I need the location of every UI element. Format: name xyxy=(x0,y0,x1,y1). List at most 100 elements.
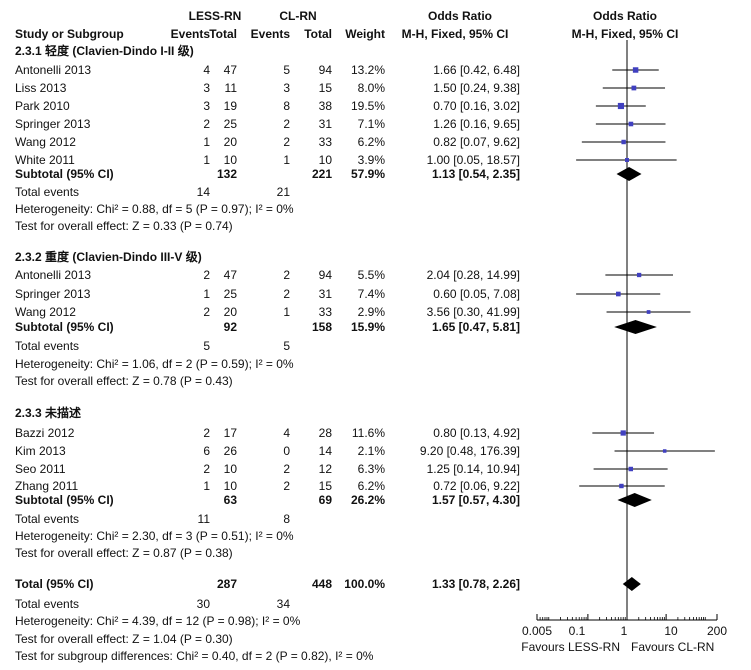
total-events2: 21 xyxy=(276,185,290,199)
events2-cell: 2 xyxy=(283,268,290,282)
weight-cell: 13.2% xyxy=(350,63,385,77)
total2-cell: 10 xyxy=(318,153,332,167)
subtotal-label: Subtotal (95% CI) xyxy=(15,167,114,181)
subtotal-weight: 15.9% xyxy=(350,320,385,334)
total-label: Total (95% CI) xyxy=(15,577,94,591)
weight-cell: 19.5% xyxy=(350,99,385,113)
total-events2: 34 xyxy=(276,597,290,611)
weight-column-header: Weight xyxy=(345,27,385,41)
weight-cell: 7.1% xyxy=(357,117,385,131)
study-name: Springer 2013 xyxy=(15,117,91,131)
overall-effect-text: Test for overall effect: Z = 1.04 (P = 0… xyxy=(15,632,233,646)
study-name: Bazzi 2012 xyxy=(15,426,75,440)
study-point xyxy=(615,291,621,297)
subtotal-label: Subtotal (95% CI) xyxy=(15,493,114,507)
subgroup-title: 2.3.2 重度 (Clavien-Dindo III-V 级) xyxy=(15,250,202,264)
total-events1: 30 xyxy=(196,597,210,611)
total-events1: 5 xyxy=(203,339,210,353)
study-point xyxy=(628,466,634,472)
events2-column-header: Events xyxy=(250,27,290,41)
total1-column-header: Total xyxy=(209,27,237,41)
events1-cell: 2 xyxy=(203,305,210,319)
pooled-diamond xyxy=(616,167,642,181)
weight-cell: 7.4% xyxy=(357,287,385,301)
overall-effect-text: Test for overall effect: Z = 0.33 (P = 0… xyxy=(15,219,233,233)
subtotal-label: Subtotal (95% CI) xyxy=(15,320,114,334)
axis-tick-label: 200 xyxy=(706,624,728,638)
total2-cell: 12 xyxy=(318,462,332,476)
weight-cell: 6.2% xyxy=(357,135,385,149)
subtotal-total2: 158 xyxy=(311,320,332,334)
total1-cell: 10 xyxy=(223,462,237,476)
subtotal-total1: 92 xyxy=(223,320,237,334)
method-table-header: M-H, Fixed, 95% CI xyxy=(401,27,509,41)
axis-tick-label: 1 xyxy=(620,624,628,638)
events1-cell: 1 xyxy=(203,479,210,493)
events2-cell: 2 xyxy=(283,462,290,476)
total-events2: 8 xyxy=(283,512,290,526)
total-events-label: Total events xyxy=(15,339,80,353)
odds-ratio-plot-header: Odds Ratio xyxy=(592,9,657,23)
subgroup-title: 2.3.3 未描述 xyxy=(15,406,82,420)
study-name: White 2011 xyxy=(15,153,75,167)
events2-cell: 1 xyxy=(283,153,290,167)
ci-cell: 1.66 [0.42, 6.48] xyxy=(433,63,520,77)
subtotal-weight: 57.9% xyxy=(350,167,385,181)
total2-column-header: Total xyxy=(304,27,332,41)
total-events-label: Total events xyxy=(15,597,80,611)
weight-cell: 6.3% xyxy=(357,462,385,476)
total1-cell: 26 xyxy=(223,444,237,458)
ci-cell: 0.80 [0.13, 4.92] xyxy=(433,426,520,440)
study-name: Springer 2013 xyxy=(15,287,91,301)
study-point xyxy=(632,67,639,73)
study-name: Wang 2012 xyxy=(15,305,76,319)
grand-total2: 448 xyxy=(311,577,332,591)
weight-cell: 6.2% xyxy=(357,479,385,493)
ci-cell: 2.04 [0.28, 14.99] xyxy=(426,268,520,282)
odds-ratio-table-header: Odds Ratio xyxy=(427,9,492,23)
ci-cell: 1.50 [0.24, 9.38] xyxy=(433,81,520,95)
study-name: Zhang 2011 xyxy=(15,479,79,493)
total1-cell: 25 xyxy=(223,287,237,301)
weight-cell: 8.0% xyxy=(357,81,385,95)
total2-cell: 31 xyxy=(318,287,332,301)
weight-cell: 3.9% xyxy=(357,153,385,167)
events2-cell: 0 xyxy=(283,444,290,458)
study-point xyxy=(617,102,625,110)
pooled-diamond xyxy=(622,577,641,591)
total1-cell: 10 xyxy=(223,479,237,493)
events1-cell: 2 xyxy=(203,462,210,476)
total2-cell: 28 xyxy=(318,426,332,440)
events1-cell: 3 xyxy=(203,99,210,113)
total2-cell: 38 xyxy=(318,99,332,113)
subgroup-title: 2.3.1 轻度 (Clavien-Dindo I-II 级) xyxy=(15,44,194,58)
ci-cell: 0.60 [0.05, 7.08] xyxy=(433,287,520,301)
total2-cell: 33 xyxy=(318,135,332,149)
study-point xyxy=(662,449,667,453)
total1-cell: 19 xyxy=(223,99,237,113)
events1-cell: 3 xyxy=(203,81,210,95)
heterogeneity-text: Heterogeneity: Chi² = 0.88, df = 5 (P = … xyxy=(15,202,294,216)
study-name: Liss 2013 xyxy=(15,81,67,95)
ci-cell: 0.72 [0.06, 9.22] xyxy=(433,479,520,493)
study-name: Kim 2013 xyxy=(15,444,66,458)
heterogeneity-text: Heterogeneity: Chi² = 1.06, df = 2 (P = … xyxy=(15,357,294,371)
pooled-diamond xyxy=(614,320,657,334)
ci-cell: 0.70 [0.16, 3.02] xyxy=(433,99,520,113)
heterogeneity-text: Heterogeneity: Chi² = 2.30, df = 3 (P = … xyxy=(15,529,294,543)
overall-effect-text: Test for overall effect: Z = 0.87 (P = 0… xyxy=(15,546,233,560)
events2-cell: 2 xyxy=(283,479,290,493)
total-events-label: Total events xyxy=(15,185,80,199)
total1-cell: 17 xyxy=(223,426,237,440)
weight-cell: 11.6% xyxy=(351,426,385,440)
total-events1: 11 xyxy=(197,512,210,526)
weight-cell: 2.1% xyxy=(357,444,385,458)
study-point xyxy=(625,158,629,162)
total1-cell: 25 xyxy=(223,117,237,131)
total-events2: 5 xyxy=(283,339,290,353)
events1-cell: 1 xyxy=(203,287,210,301)
events2-cell: 5 xyxy=(283,63,290,77)
subtotal-total2: 69 xyxy=(318,493,332,507)
total2-cell: 15 xyxy=(318,479,332,493)
